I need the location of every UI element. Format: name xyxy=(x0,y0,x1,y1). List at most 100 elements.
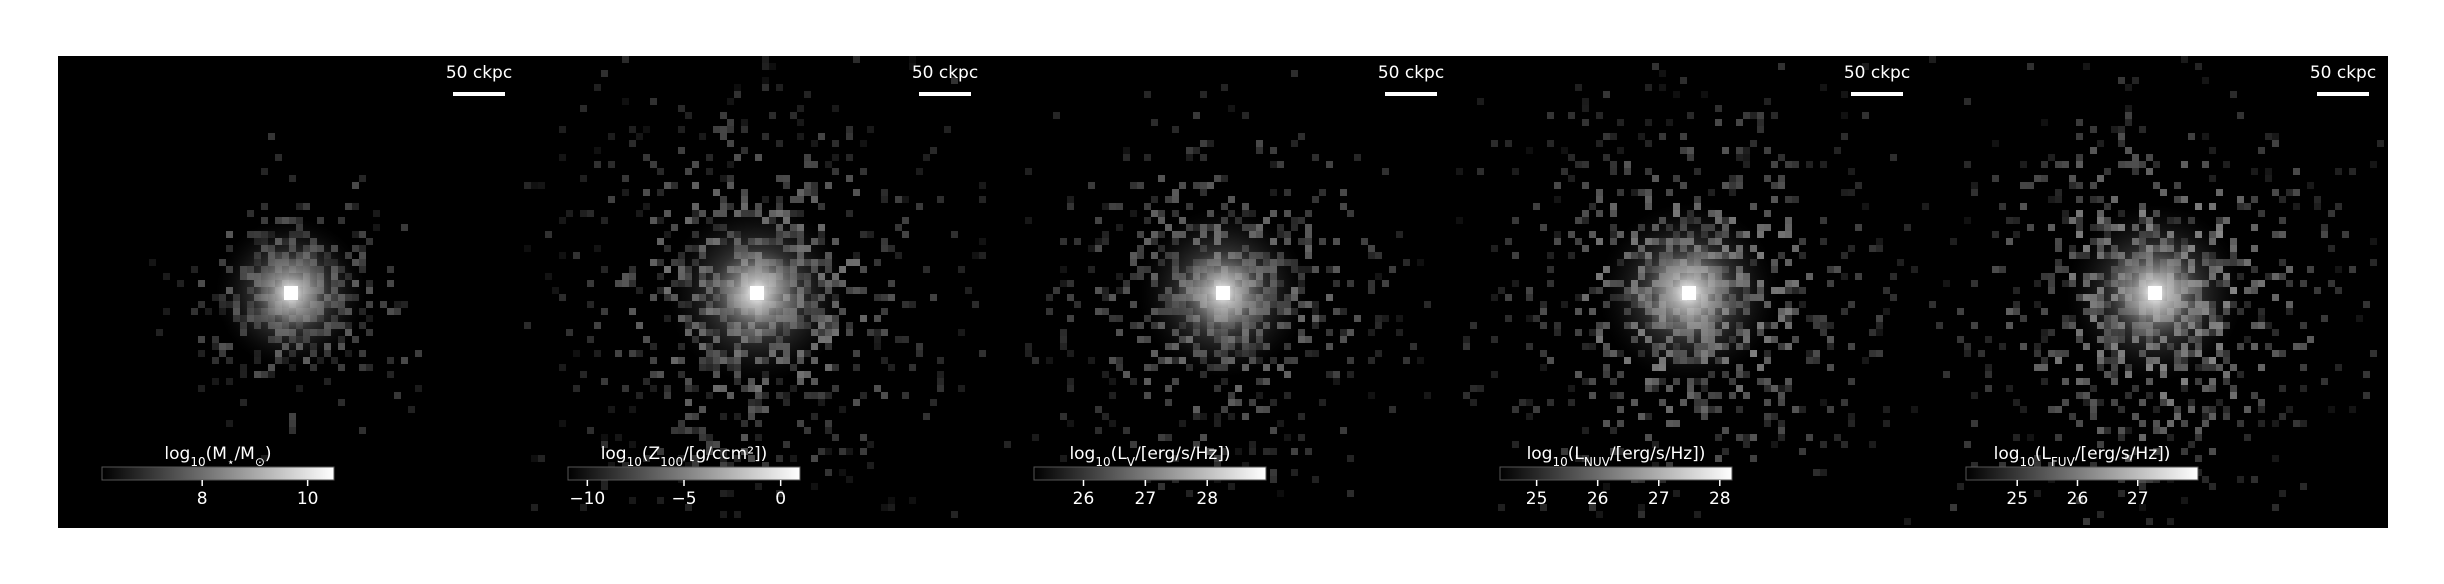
label-part: /[erg/s/Hz]) xyxy=(1610,444,1706,464)
image-pixel xyxy=(776,175,783,182)
image-pixel xyxy=(1582,427,1589,434)
image-pixel xyxy=(1193,406,1200,413)
image-pixel xyxy=(2139,483,2146,490)
image-pixel xyxy=(2111,371,2118,378)
image-pixel xyxy=(1589,203,1596,210)
image-pixel xyxy=(1074,301,1081,308)
image-pixel xyxy=(2195,427,2202,434)
image-pixel xyxy=(1242,112,1249,119)
image-pixel xyxy=(846,210,853,217)
image-pixel xyxy=(2300,322,2307,329)
image-pixel xyxy=(1589,308,1596,315)
image-pixel xyxy=(2314,203,2321,210)
label-part: log xyxy=(1994,444,2020,464)
label-part: log xyxy=(1527,444,1553,464)
image-pixel xyxy=(1799,252,1806,259)
image-pixel xyxy=(727,126,734,133)
image-pixel xyxy=(1067,378,1074,385)
image-pixel xyxy=(720,511,727,518)
image-pixel xyxy=(1512,280,1519,287)
image-pixel xyxy=(1806,161,1813,168)
image-pixel xyxy=(2132,161,2139,168)
image-pixel xyxy=(1130,301,1137,308)
image-pixel xyxy=(1512,441,1519,448)
image-pixel xyxy=(909,63,916,70)
image-pixel xyxy=(1095,308,1102,315)
image-pixel xyxy=(608,133,615,140)
image-pixel xyxy=(1526,294,1533,301)
image-pixel xyxy=(2258,420,2265,427)
image-pixel xyxy=(832,168,839,175)
image-pixel xyxy=(1298,238,1305,245)
image-pixel xyxy=(1904,518,1911,525)
image-pixel xyxy=(2293,168,2300,175)
image-pixel xyxy=(1869,441,1876,448)
image-pixel xyxy=(2328,406,2335,413)
image-pixel xyxy=(1060,413,1067,420)
image-pixel xyxy=(1158,434,1165,441)
image-pixel xyxy=(1729,378,1736,385)
image-pixel xyxy=(2048,287,2055,294)
image-pixel xyxy=(1186,203,1193,210)
image-pixel xyxy=(1841,189,1848,196)
image-pixel xyxy=(2125,119,2132,126)
image-pixel xyxy=(727,392,734,399)
image-pixel xyxy=(1228,105,1235,112)
image-pixel xyxy=(797,119,804,126)
image-pixel xyxy=(853,252,860,259)
label-part: (Z xyxy=(642,444,660,464)
image-pixel xyxy=(552,287,559,294)
image-pixel xyxy=(1491,140,1498,147)
image-pixel xyxy=(664,392,671,399)
image-pixel xyxy=(2097,210,2104,217)
image-pixel xyxy=(1645,413,1652,420)
image-pixel xyxy=(881,245,888,252)
image-pixel xyxy=(895,252,902,259)
image-pixel xyxy=(818,399,825,406)
image-pixel xyxy=(1820,315,1827,322)
image-pixel xyxy=(2013,217,2020,224)
image-pixel xyxy=(636,133,643,140)
image-pixel xyxy=(1144,238,1151,245)
image-pixel xyxy=(1778,420,1785,427)
image-pixel xyxy=(2076,224,2083,231)
image-pixel xyxy=(2034,462,2041,469)
image-pixel xyxy=(1526,413,1533,420)
image-pixel xyxy=(2048,406,2055,413)
image-pixel xyxy=(2034,301,2041,308)
image-pixel xyxy=(2251,245,2258,252)
image-pixel xyxy=(1116,364,1123,371)
image-pixel xyxy=(748,455,755,462)
image-pixel xyxy=(2209,483,2216,490)
image-pixel xyxy=(692,462,699,469)
image-pixel xyxy=(1827,343,1834,350)
image-pixel xyxy=(2202,413,2209,420)
image-pixel xyxy=(1890,273,1897,280)
image-pixel xyxy=(1207,182,1214,189)
image-pixel xyxy=(2258,147,2265,154)
image-pixel xyxy=(811,483,818,490)
image-pixel xyxy=(2335,266,2342,273)
image-pixel xyxy=(1340,329,1347,336)
image-pixel xyxy=(1200,413,1207,420)
image-pixel xyxy=(1025,217,1032,224)
image-pixel xyxy=(240,364,247,371)
image-pixel xyxy=(1333,371,1340,378)
image-pixel xyxy=(531,504,538,511)
image-pixel xyxy=(608,406,615,413)
image-pixel xyxy=(1095,287,1102,294)
image-pixel xyxy=(2048,462,2055,469)
image-pixel xyxy=(643,336,650,343)
image-pixel xyxy=(2307,336,2314,343)
image-pixel xyxy=(1729,175,1736,182)
image-pixel xyxy=(2062,322,2069,329)
image-pixel xyxy=(1785,315,1792,322)
image-pixel xyxy=(289,413,296,420)
image-pixel xyxy=(545,231,552,238)
image-pixel xyxy=(2097,399,2104,406)
image-pixel xyxy=(2062,161,2069,168)
image-pixel xyxy=(720,455,727,462)
image-pixel xyxy=(2223,406,2230,413)
image-pixel xyxy=(916,203,923,210)
image-pixel xyxy=(2097,140,2104,147)
